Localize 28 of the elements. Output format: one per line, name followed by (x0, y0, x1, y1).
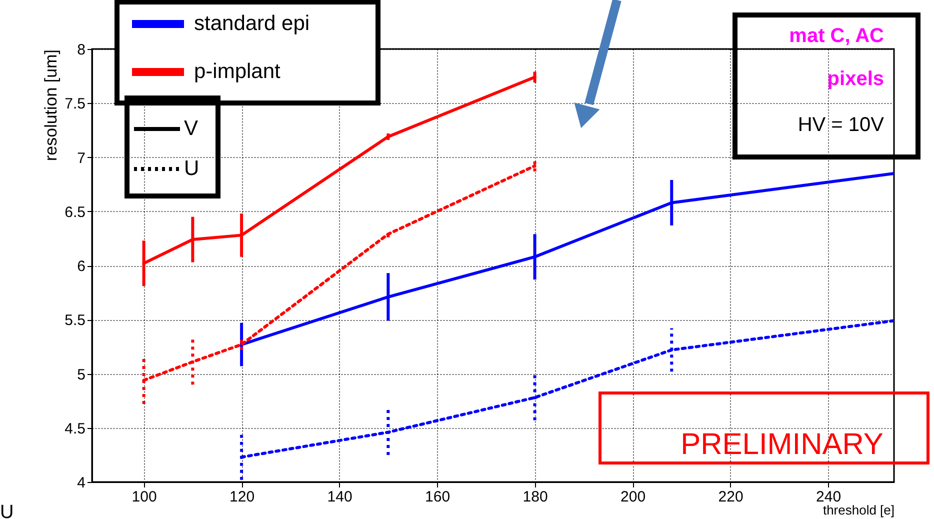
annotation: U (184, 157, 200, 180)
text: mat C, AC (789, 25, 884, 47)
annotation: HV = 10V (798, 114, 885, 136)
x-axis-title: threshold [e] (822, 502, 894, 518)
y-tick-label: 7.5 (64, 96, 86, 113)
x-tick-label: 240 (816, 488, 842, 506)
y-tick-label: 5.5 (64, 312, 86, 330)
y-tick-label: 8 (77, 42, 86, 58)
legend-label: standard epi (194, 12, 310, 35)
y-tick-label: 7 (77, 150, 86, 167)
x-tick-label: 100 (132, 488, 157, 506)
x-tick-label: 160 (425, 488, 450, 506)
x-tick-label: 180 (522, 488, 548, 506)
text: U (0, 502, 14, 519)
y-tick-label: 4.5 (64, 420, 86, 438)
legend-label: p-implant (194, 60, 281, 83)
y-tick-label: 5 (77, 366, 86, 384)
annotation: pixels (827, 68, 884, 90)
y-tick-label: 6 (77, 258, 86, 275)
x-tick-label: 120 (230, 488, 255, 506)
y-tick-label: 4 (77, 474, 86, 492)
x-tick-label: 220 (718, 488, 744, 506)
annotation: PRELIMINARY (680, 428, 884, 461)
y-axis-title: resolution [um] (42, 50, 61, 161)
x-tick-label: 140 (327, 488, 352, 506)
annotation: V (184, 117, 198, 140)
y-tick-label: 6.5 (64, 204, 86, 221)
x-tick-label: 200 (620, 488, 646, 506)
